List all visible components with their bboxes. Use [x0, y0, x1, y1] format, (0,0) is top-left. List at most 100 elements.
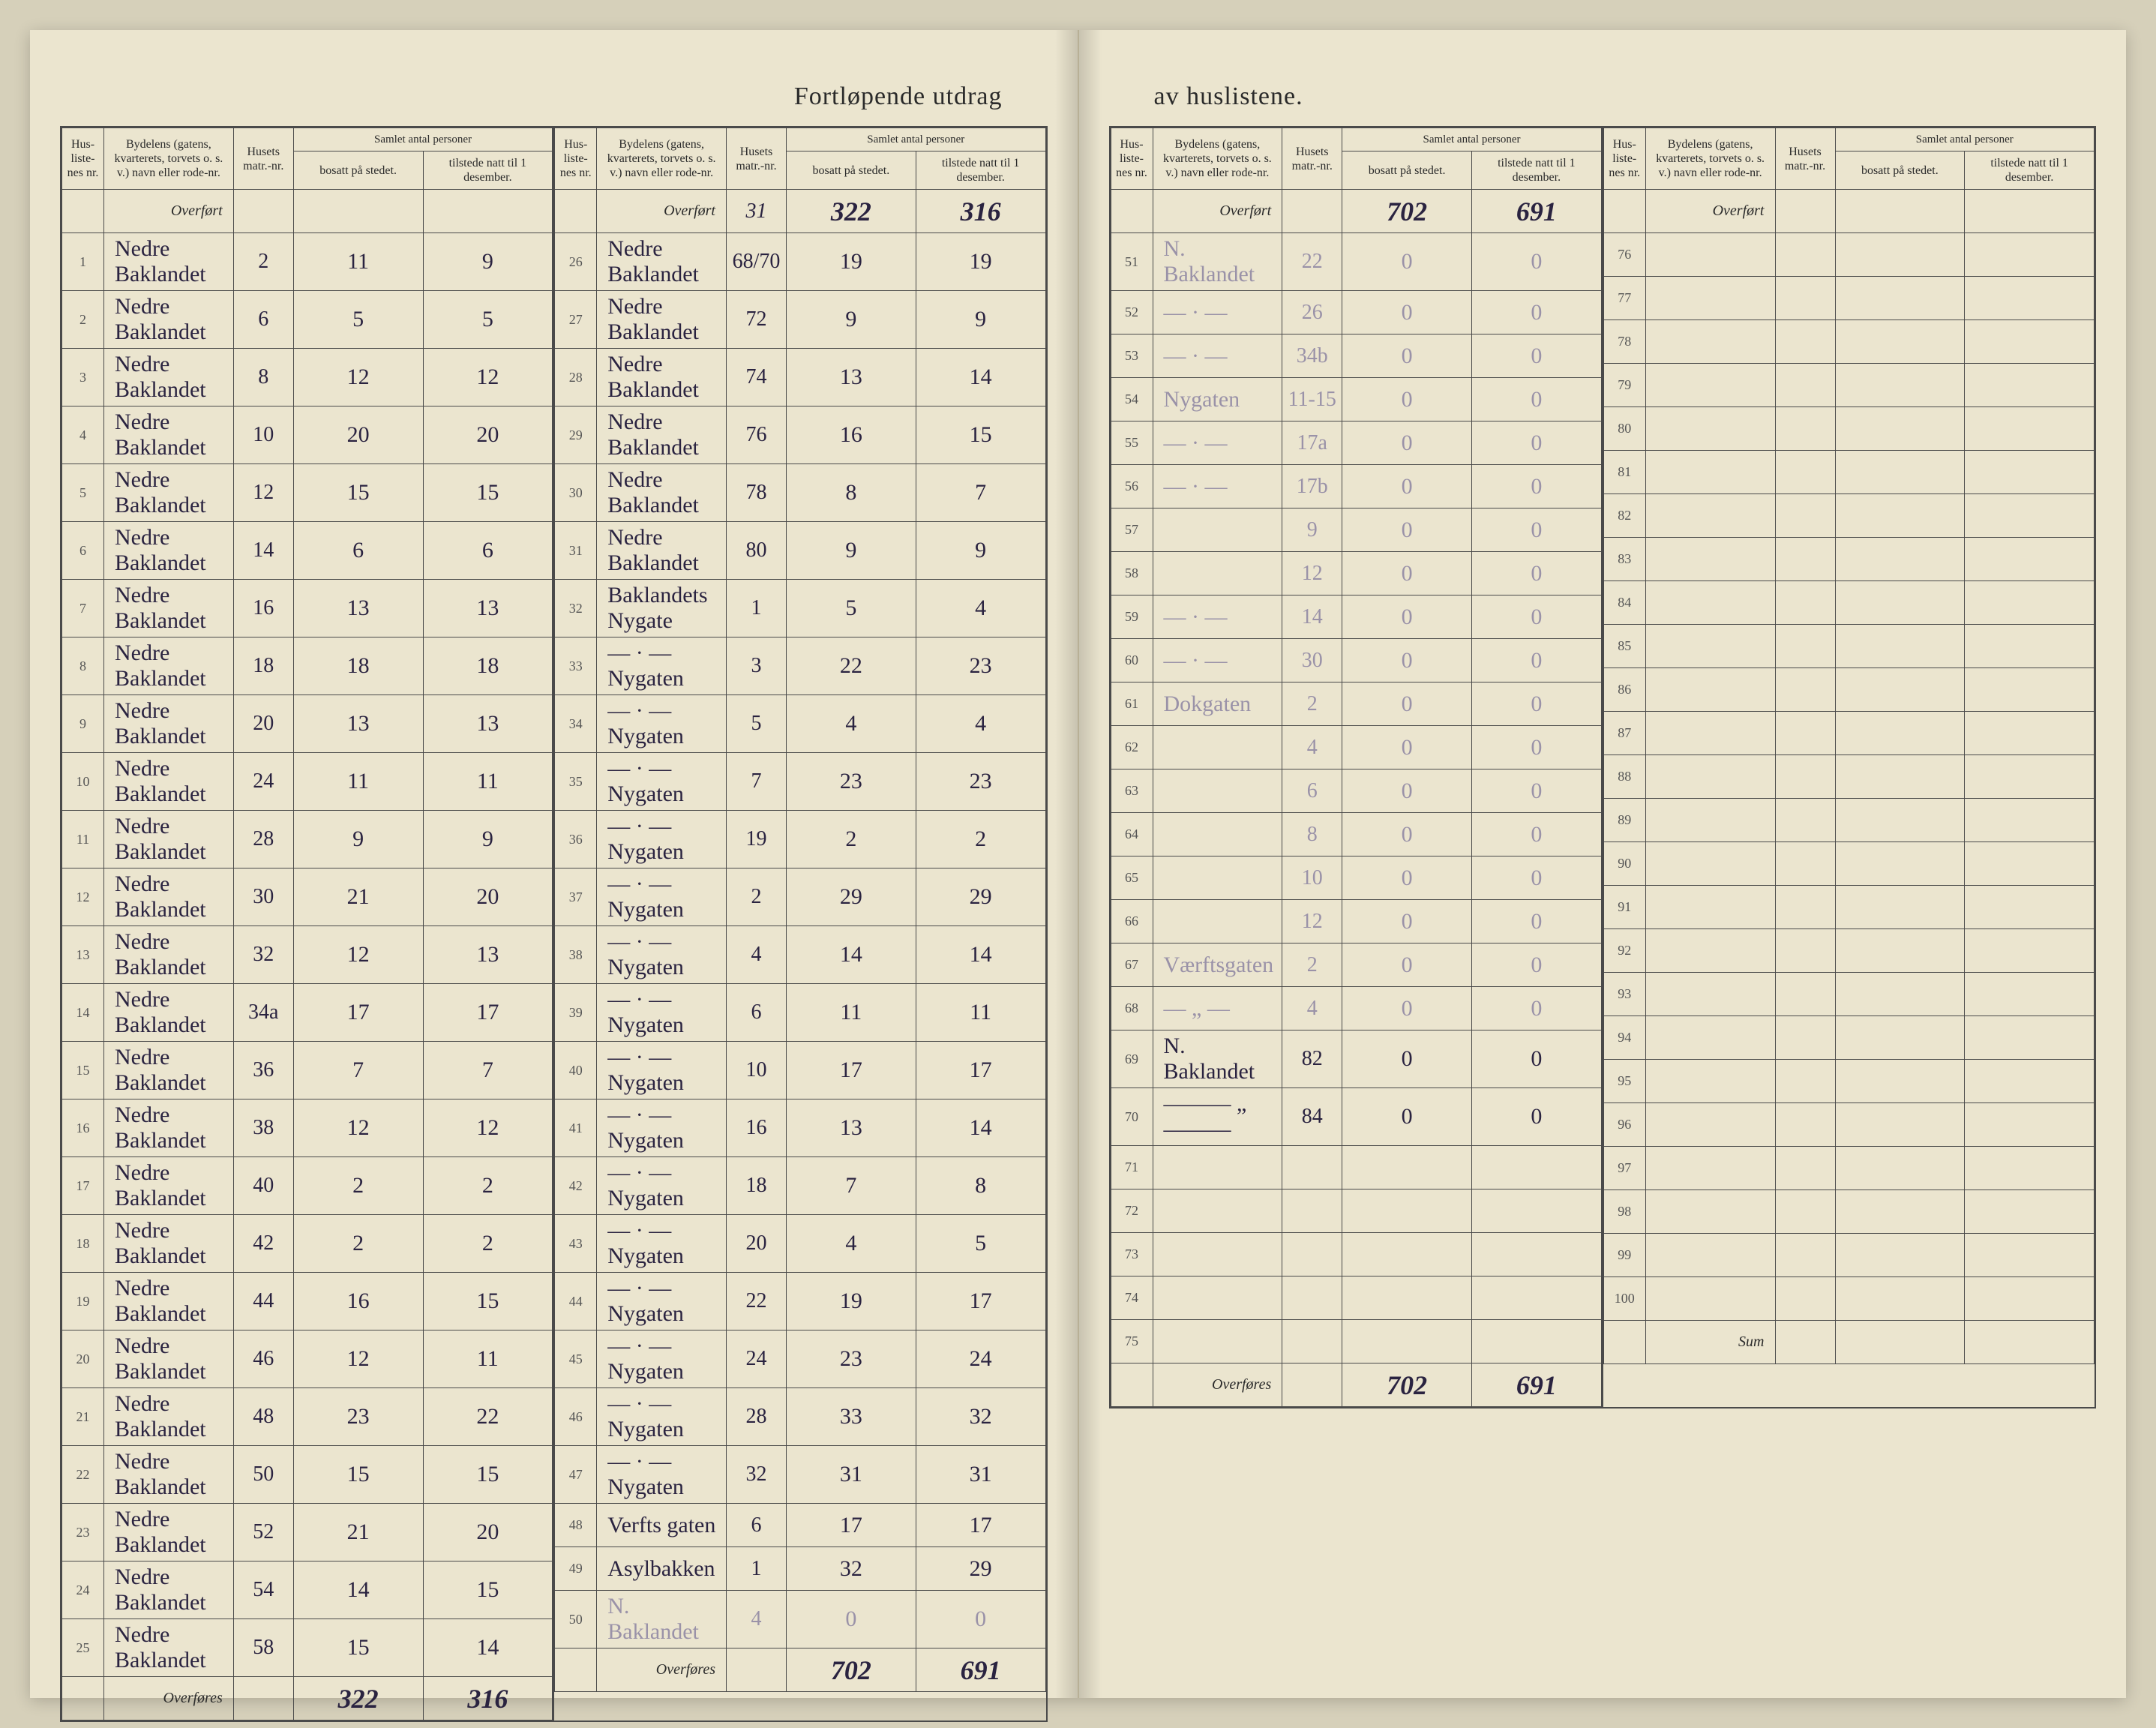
table-row: 97 [1603, 1147, 2094, 1190]
row-bosatt: 13 [293, 695, 423, 753]
row-name [1645, 755, 1775, 799]
row-bosatt [1835, 886, 1965, 929]
row-name: — · — [1153, 465, 1282, 508]
row-bosatt [1835, 1060, 1965, 1103]
row-matr: 12 [233, 464, 293, 522]
row-nr: 55 [1111, 422, 1153, 465]
row-tilstede [1472, 1146, 1602, 1190]
row-bosatt: 9 [787, 291, 916, 349]
carry-over-tilstede: 691 [1472, 190, 1602, 233]
row-matr: 11-15 [1282, 378, 1342, 422]
row-matr: 76 [727, 406, 787, 464]
table-row: 86 [1603, 668, 2094, 712]
row-nr: 59 [1111, 596, 1153, 639]
row-name: Nedre Baklandet [104, 1446, 234, 1504]
row-tilstede: 9 [916, 522, 1045, 580]
row-bosatt: 17 [787, 1042, 916, 1100]
row-tilstede: 20 [423, 868, 553, 926]
row-matr [1775, 929, 1835, 973]
row-name [1645, 842, 1775, 886]
row-tilstede [1965, 799, 2095, 842]
row-matr: 6 [233, 291, 293, 349]
row-name [1645, 886, 1775, 929]
row-tilstede: 0 [1472, 682, 1602, 726]
row-bosatt: 33 [787, 1388, 916, 1446]
table-row: 17Nedre Baklandet4022 [62, 1157, 553, 1215]
row-nr: 80 [1603, 407, 1645, 451]
table-row: 81 [1603, 451, 2094, 494]
row-bosatt: 20 [293, 406, 423, 464]
table-row: 13Nedre Baklandet321213 [62, 926, 553, 984]
row-bosatt: 0 [1342, 813, 1472, 856]
row-matr [1775, 407, 1835, 451]
table-row: 78 [1603, 320, 2094, 364]
table-row: 89 [1603, 799, 2094, 842]
table-row: 95 [1603, 1060, 2094, 1103]
row-bosatt [1835, 1234, 1965, 1277]
row-name: Nedre Baklandet [104, 291, 234, 349]
table-row: 87 [1603, 712, 2094, 755]
ledger-right: Hus-liste-nes nr.Bydelens (gatens, kvart… [1109, 126, 2097, 1408]
row-tilstede: 12 [423, 1100, 553, 1157]
carry-over-label: Overført [1645, 190, 1775, 233]
row-tilstede [1965, 1234, 2095, 1277]
row-matr: 6 [727, 984, 787, 1042]
table-row: 72 [1111, 1190, 1601, 1233]
row-tilstede: 4 [916, 580, 1045, 638]
row-bosatt: 2 [293, 1157, 423, 1215]
row-name [1153, 1320, 1282, 1364]
carry-fwd-bosatt: 322 [293, 1677, 423, 1720]
row-bosatt: 8 [787, 464, 916, 522]
table-row: 73 [1111, 1233, 1601, 1276]
row-tilstede: 22 [423, 1388, 553, 1446]
ledger-table: Hus-liste-nes nr.Bydelens (gatens, kvart… [1111, 128, 1602, 1407]
row-bosatt [1835, 1103, 1965, 1147]
row-name: Asylbakken [597, 1547, 727, 1591]
row-name: — · — Nygaten [597, 984, 727, 1042]
row-name [1153, 770, 1282, 813]
ledger-spread: Fortløpende utdrag Hus-liste-nes nr.Byde… [30, 30, 2126, 1698]
row-nr: 49 [555, 1547, 597, 1591]
row-matr: 2 [1282, 682, 1342, 726]
row-nr: 5 [62, 464, 104, 522]
row-nr: 60 [1111, 639, 1153, 682]
row-nr: 32 [555, 580, 597, 638]
row-name: — · — Nygaten [597, 695, 727, 753]
row-tilstede: 9 [916, 291, 1045, 349]
row-tilstede: 15 [423, 1446, 553, 1504]
row-bosatt: 5 [787, 580, 916, 638]
row-matr: 40 [233, 1157, 293, 1215]
table-row: 62400 [1111, 726, 1601, 770]
row-nr: 50 [555, 1591, 597, 1648]
row-name [1153, 813, 1282, 856]
row-matr [1775, 1147, 1835, 1190]
row-tilstede [1965, 973, 2095, 1016]
table-row: 34— · — Nygaten544 [555, 695, 1045, 753]
row-name: — · — Nygaten [597, 868, 727, 926]
row-bosatt: 5 [293, 291, 423, 349]
carry-over-tilstede [1965, 190, 2095, 233]
row-bosatt: 19 [787, 1273, 916, 1330]
row-matr: 12 [1282, 900, 1342, 944]
row-nr: 98 [1603, 1190, 1645, 1234]
row-name [1645, 364, 1775, 407]
row-tilstede [1965, 1103, 2095, 1147]
header-group: Samlet antal personer [1835, 128, 2095, 152]
row-nr: 53 [1111, 334, 1153, 378]
row-bosatt: 0 [1342, 1088, 1472, 1146]
row-matr: 17a [1282, 422, 1342, 465]
row-matr: 4 [1282, 987, 1342, 1030]
row-matr: 8 [1282, 813, 1342, 856]
row-matr [1775, 364, 1835, 407]
row-matr: 16 [233, 580, 293, 638]
row-tilstede: 19 [916, 233, 1045, 291]
row-tilstede [1965, 1147, 2095, 1190]
table-row: 31Nedre Baklandet8099 [555, 522, 1045, 580]
row-tilstede [1965, 755, 2095, 799]
carry-fwd-tilstede [1965, 1321, 2095, 1364]
row-nr: 90 [1603, 842, 1645, 886]
table-row: 1Nedre Baklandet2119 [62, 233, 553, 291]
header-name: Bydelens (gatens, kvarterets, torvets o.… [1153, 128, 1282, 190]
table-row: 93 [1603, 973, 2094, 1016]
table-row: 63600 [1111, 770, 1601, 813]
